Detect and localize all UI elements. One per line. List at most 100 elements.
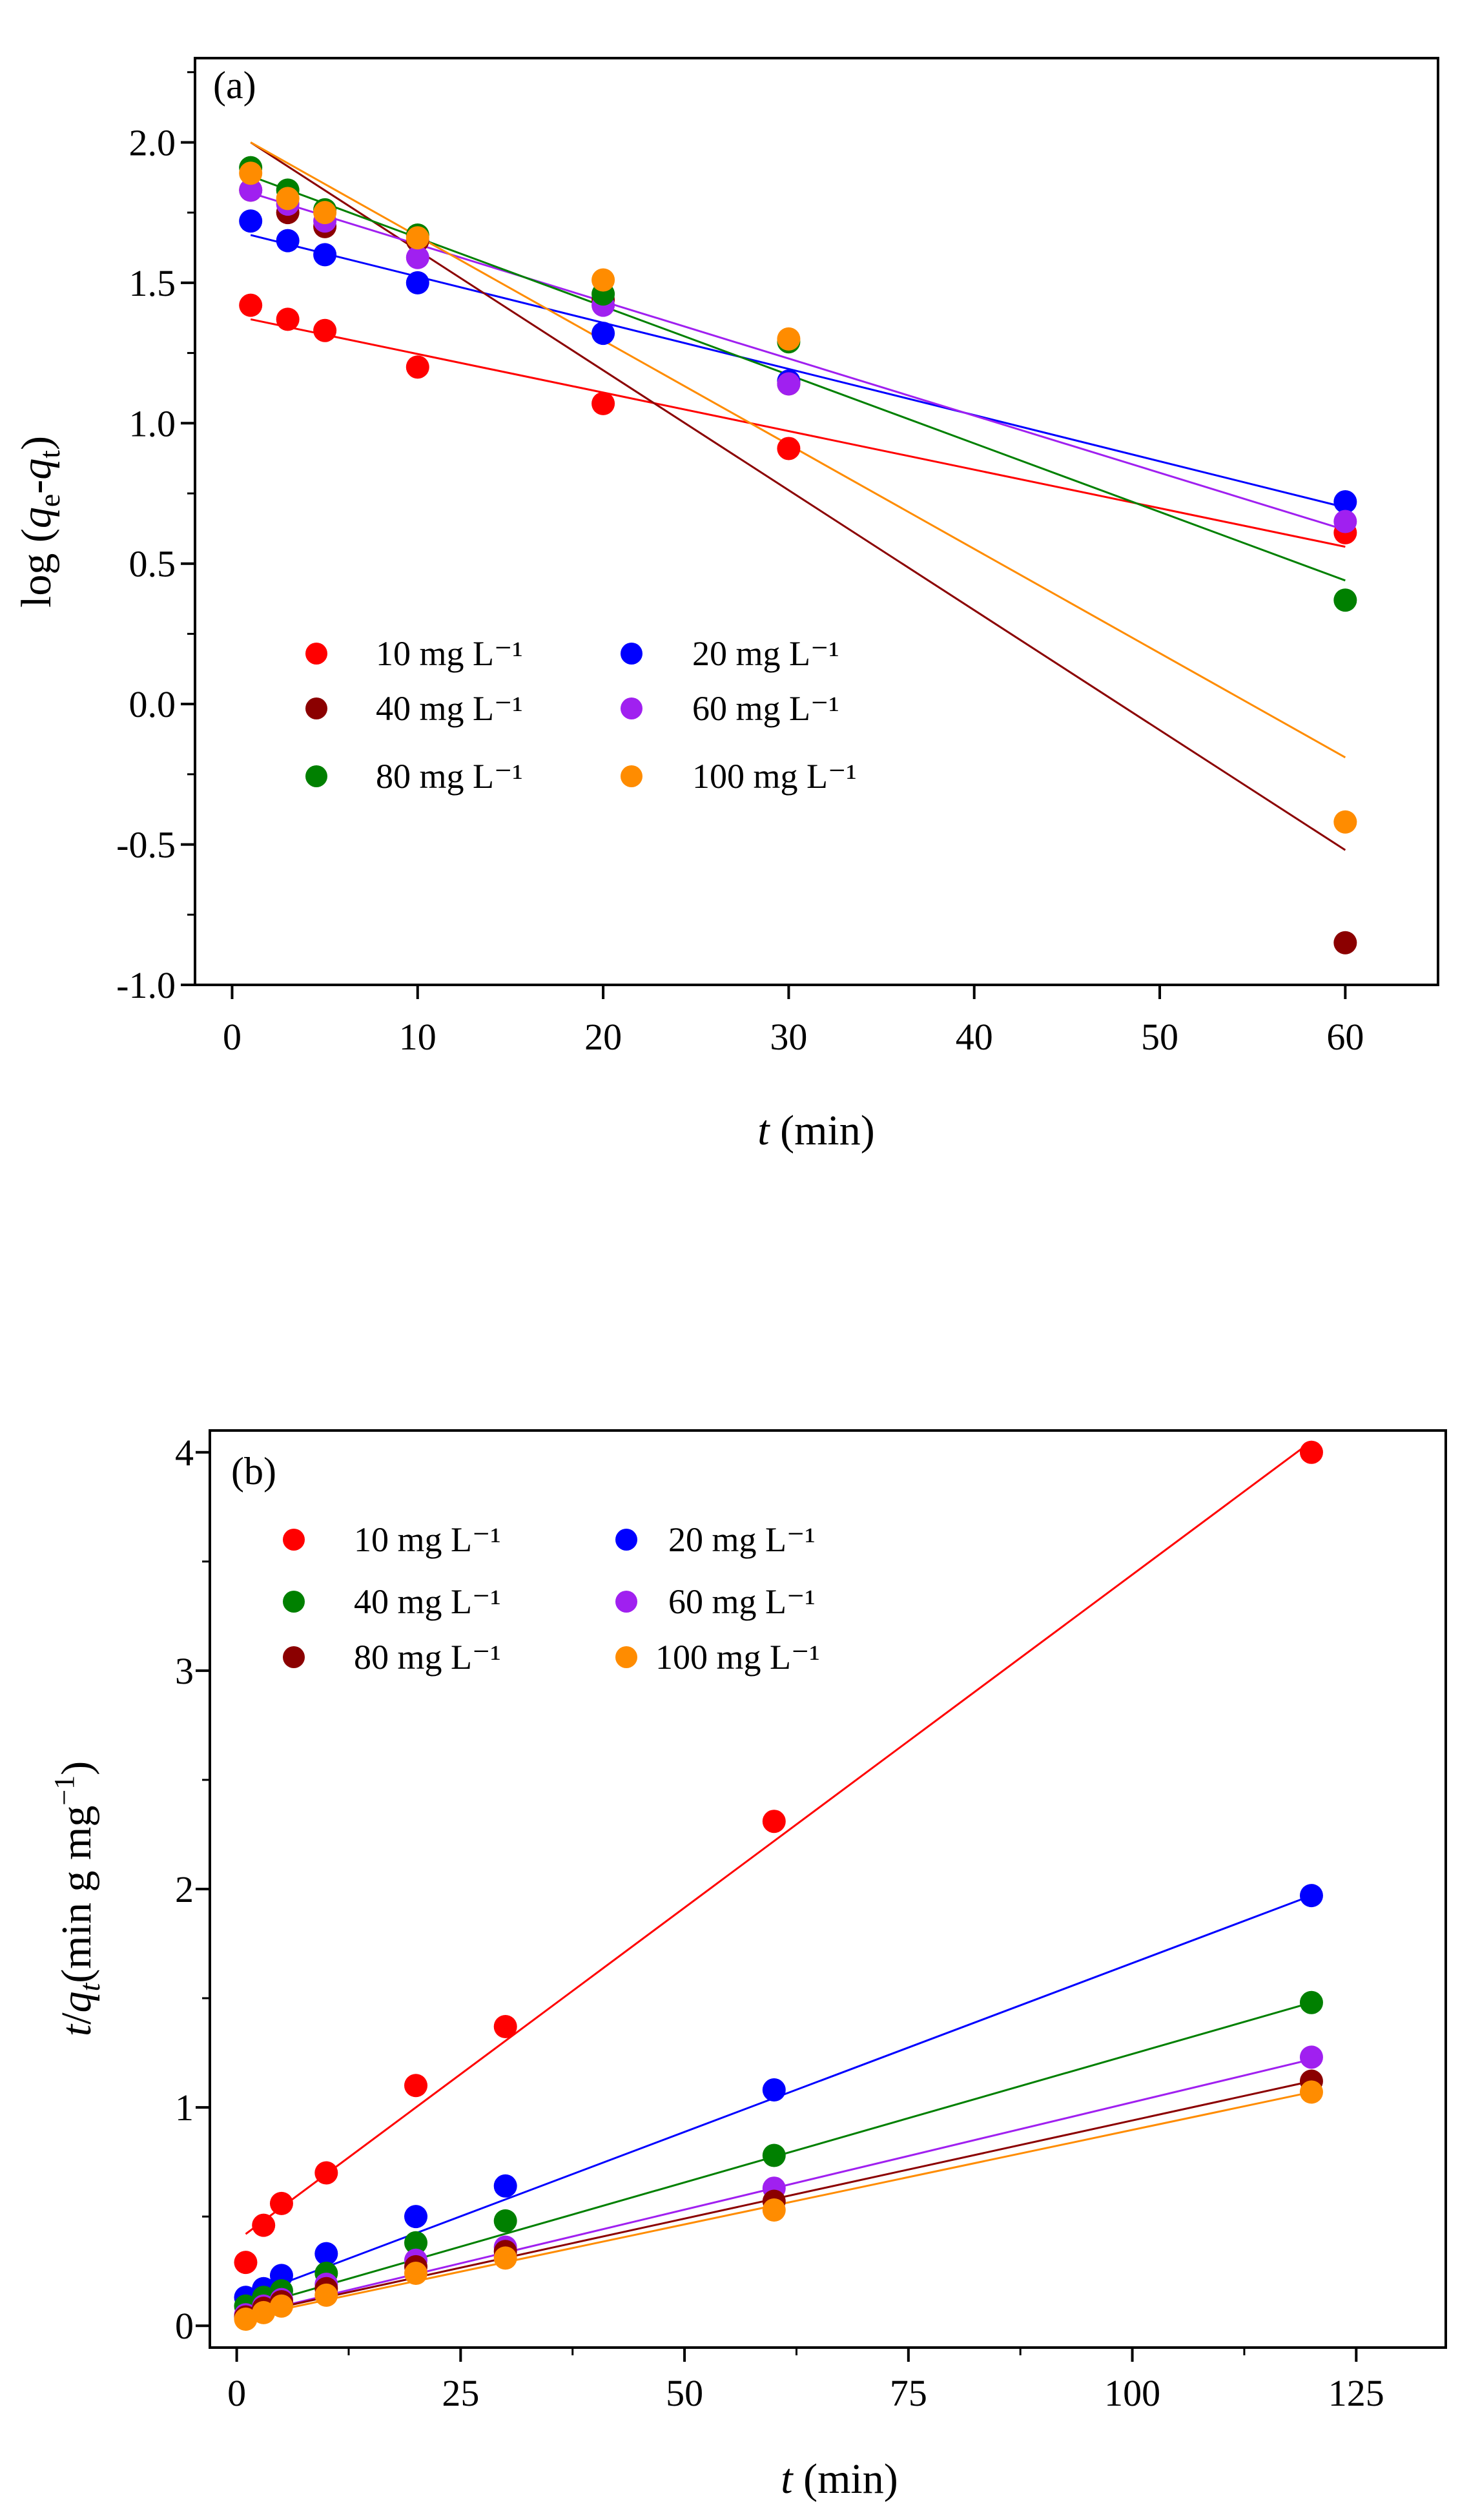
panel-b-legend-item-3: 60 mg L⁻¹ xyxy=(615,1582,816,1621)
panel-a-legend: 10 mg L⁻¹ 20 mg L⁻¹ 40 mg L⁻¹ 60 mg L⁻¹ … xyxy=(305,634,857,796)
panel-b-legend-label-1: 20 mg L⁻¹ xyxy=(668,1520,816,1559)
panel-b-x-tick-label-0: 0 xyxy=(227,2372,246,2414)
panel-a-legend-label-5: 100 mg L⁻¹ xyxy=(692,757,857,796)
panel-a-legend-item-0: 10 mg L⁻¹ xyxy=(305,634,523,673)
panel-b-legend-marker-5 xyxy=(615,1646,637,1668)
panel-b-fit-line-0 xyxy=(245,1440,1312,2235)
panel-a-y-tick-label-6: 2.0 xyxy=(129,121,176,163)
panel-a-point-s0-0 xyxy=(239,293,263,317)
panel-a-legend-label-0: 10 mg L⁻¹ xyxy=(376,634,523,673)
panel-b-legend-marker-2 xyxy=(283,1591,305,1613)
panel-a-x-axis-unit: (min) xyxy=(770,1107,875,1154)
panel-a-y-prefix: log ( xyxy=(13,528,60,608)
panel-b-y-tick-label-0: 0 xyxy=(175,2305,194,2347)
panel-b-legend-label-5: 100 mg L⁻¹ xyxy=(655,1638,820,1677)
panel-b-legend: 10 mg L⁻¹ 20 mg L⁻¹ 40 mg L⁻¹ 60 mg L⁻¹ … xyxy=(283,1520,820,1677)
panel-b-legend-marker-0 xyxy=(283,1529,305,1551)
panel-a-legend-item-3: 60 mg L⁻¹ xyxy=(621,689,839,728)
panel-a-point-s1-3 xyxy=(406,271,429,294)
panel-b-legend-item-5: 100 mg L⁻¹ xyxy=(615,1638,820,1677)
panel-b-y-axis-title: t/qt(min g mg−1) xyxy=(48,1761,106,2036)
panel-a-y-tick-label-0: -1.0 xyxy=(116,964,176,1006)
panel-a-y-tick-label-1: -0.5 xyxy=(116,824,176,866)
panel-b-point-s2-7 xyxy=(1299,1990,1323,2014)
panel-a-point-s5-6 xyxy=(1333,810,1357,834)
panel-b-point-s1-3 xyxy=(314,2242,338,2266)
panel-a-point-s4-6 xyxy=(1333,588,1357,612)
panel-a-y-sub1: e xyxy=(33,494,66,507)
panel-b-x-axis-var: t xyxy=(781,2455,794,2503)
panel-a-legend-label-3: 60 mg L⁻¹ xyxy=(692,689,839,728)
panel-b-tick-labels: 0 25 50 75 100 125 0 1 2 3 4 xyxy=(175,1432,1384,2414)
panel-b-legend-item-2: 40 mg L⁻¹ xyxy=(283,1582,501,1621)
panel-b-point-s1-7 xyxy=(1299,1884,1323,1908)
panel-a-legend-marker-3 xyxy=(621,697,642,719)
panel-a-y-minus: - xyxy=(13,480,60,494)
panel-a-legend-label-1: 20 mg L⁻¹ xyxy=(692,634,839,673)
panel-b-y-t: t xyxy=(53,2023,100,2036)
panel-a-y-tick-label-2: 0.0 xyxy=(129,683,176,725)
panel-b-y-unit: (min g mg xyxy=(53,1806,100,1983)
panel-a-fit-line-2 xyxy=(250,141,1346,851)
panel-a-point-s0-3 xyxy=(406,355,429,379)
panel-a-y-sub2: t xyxy=(33,450,66,459)
panel-b-point-s3-7 xyxy=(1299,2045,1323,2069)
panel-a-label: (a) xyxy=(213,64,256,107)
panel-b-y-q: q xyxy=(53,1991,100,2012)
panel-a-point-s5-1 xyxy=(276,187,300,211)
panel-b-point-s0-2 xyxy=(269,2191,293,2215)
panel-b-x-tick-label-1: 25 xyxy=(442,2372,479,2414)
panel-a-point-s3-0 xyxy=(239,178,263,202)
panel-b-point-s5-3 xyxy=(314,2283,338,2307)
panel-b-point-s1-6 xyxy=(762,2078,786,2102)
panel-a-y-tick-label-5: 1.5 xyxy=(129,262,176,304)
panel-a-point-s0-1 xyxy=(276,307,300,331)
panel-a-y-axis-title: log (qe-qt) xyxy=(13,436,66,608)
panel-a-point-s3-3 xyxy=(406,245,429,269)
panel-a-point-s1-0 xyxy=(239,209,263,233)
panel-b-ticks xyxy=(196,1451,1358,2362)
panel-b-y-slash: / xyxy=(53,2012,100,2025)
panel-b-points xyxy=(234,1440,1323,2331)
panel-a-points xyxy=(239,156,1357,955)
panel-a-point-s5-0 xyxy=(239,161,263,185)
panel-a-x-axis-var: t xyxy=(757,1107,770,1154)
panel-b-y-tick-label-1: 1 xyxy=(175,2087,194,2129)
panel-b-legend-label-0: 10 mg L⁻¹ xyxy=(354,1520,501,1559)
panel-b-point-s5-5 xyxy=(493,2246,517,2270)
panel-b-label: (b) xyxy=(231,1450,276,1492)
panel-a-point-s5-2 xyxy=(313,201,337,225)
panel-a-fit-line-3 xyxy=(250,192,1346,531)
panel-a-point-s3-5 xyxy=(777,372,801,396)
panel-a-legend-marker-4 xyxy=(305,765,327,787)
panel-b-point-s2-6 xyxy=(762,2143,786,2167)
panel-b-point-s0-7 xyxy=(1299,1440,1323,1464)
panel-a-y-q2: q xyxy=(13,459,60,480)
panel-a-frame xyxy=(194,57,1439,986)
panel-b-y-sub: t xyxy=(73,1982,106,1991)
panel-b-y-tick-label-3: 3 xyxy=(175,1650,194,1692)
panel-a-point-s2-6 xyxy=(1333,931,1357,955)
panel-b-x-tick-label-2: 50 xyxy=(666,2372,703,2414)
panel-b-point-s5-0 xyxy=(234,2308,258,2331)
panel-a-point-s1-4 xyxy=(591,322,615,346)
panel-a-point-s5-4 xyxy=(591,268,615,292)
panel-b-y-close: ) xyxy=(53,1761,100,1775)
panel-a-x-axis-title: t (min) xyxy=(757,1107,874,1154)
panel-b-y-tick-label-2: 2 xyxy=(175,1868,194,1910)
panel-b-point-s1-4 xyxy=(404,2205,427,2229)
panel-a-x-tick-label-5: 50 xyxy=(1141,1016,1178,1058)
panel-a-point-s5-3 xyxy=(406,226,429,250)
panel-a-point-s0-2 xyxy=(313,318,337,342)
panel-b-point-s2-5 xyxy=(493,2209,517,2233)
panel-a-legend-label-4: 80 mg L⁻¹ xyxy=(376,757,523,796)
panel-a-legend-item-1: 20 mg L⁻¹ xyxy=(621,634,839,673)
panel-a-x-tick-label-2: 20 xyxy=(584,1016,622,1058)
panel-b-point-s5-6 xyxy=(762,2198,786,2222)
panel-a-legend-item-5: 100 mg L⁻¹ xyxy=(621,757,857,796)
panel-b-legend-marker-1 xyxy=(615,1529,637,1551)
panel-b-point-s5-1 xyxy=(252,2300,276,2324)
panel-a-point-s3-6 xyxy=(1333,510,1357,533)
